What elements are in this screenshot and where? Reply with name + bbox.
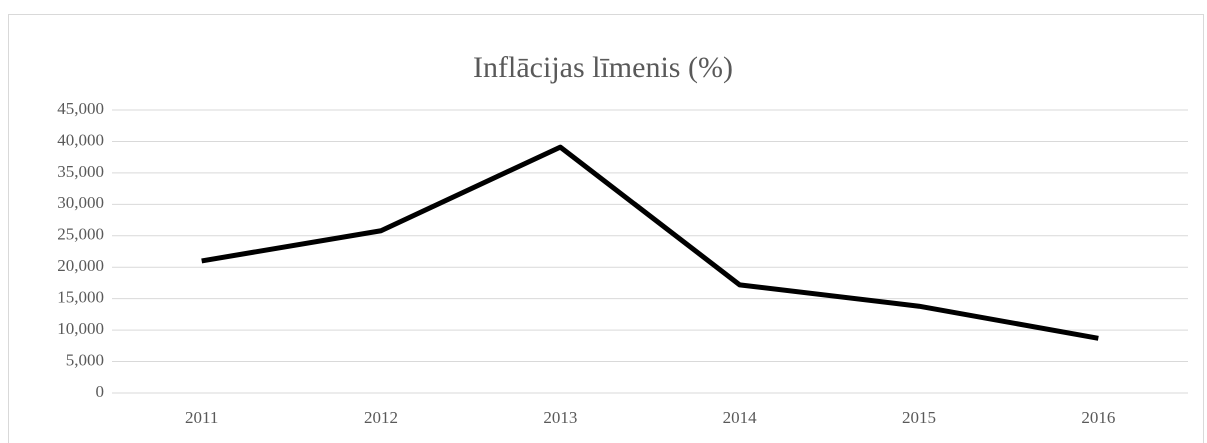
- y-tick-label: 0: [96, 382, 105, 401]
- x-tick-label: 2014: [723, 408, 758, 427]
- y-tick-label: 15,000: [57, 288, 104, 307]
- y-tick-label: 45,000: [57, 99, 104, 118]
- chart-title: Inflācijas līmenis (%): [473, 51, 733, 84]
- x-tick-label: 2015: [902, 408, 936, 427]
- x-tick-label: 2013: [543, 408, 577, 427]
- y-tick-label: 35,000: [57, 162, 104, 181]
- chart-border: [8, 14, 1204, 443]
- y-tick-label: 40,000: [57, 130, 104, 149]
- line-series: [201, 144, 1099, 341]
- y-tick-label: 20,000: [57, 256, 104, 275]
- x-tick-label: 2012: [364, 408, 398, 427]
- y-tick-label: 10,000: [57, 319, 104, 338]
- x-tick-label: 2011: [185, 408, 218, 427]
- y-tick-label: 30,000: [57, 193, 104, 212]
- x-tick-label: 2016: [1081, 408, 1115, 427]
- y-tick-label: 25,000: [57, 225, 104, 244]
- y-tick-label: 5,000: [66, 350, 104, 369]
